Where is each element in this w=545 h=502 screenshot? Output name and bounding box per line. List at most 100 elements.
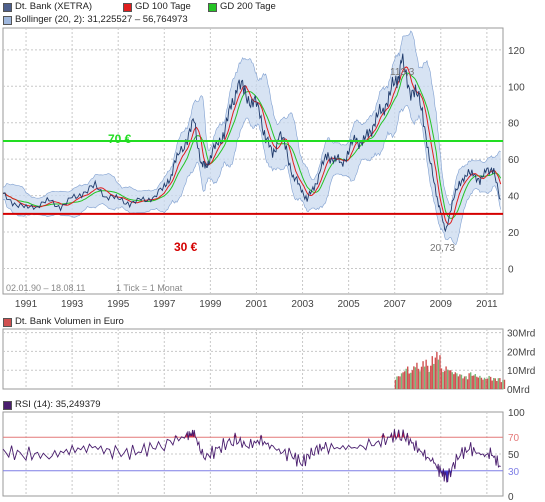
volume-bar (423, 366, 426, 389)
price-y-tick-label: 40 (508, 192, 520, 203)
volume-bar (491, 380, 493, 389)
volume-bar (443, 371, 446, 389)
volume-bar (480, 377, 483, 389)
price-x-tick-label: 1995 (107, 299, 130, 310)
volume-bar (463, 376, 466, 389)
volume-bar (433, 363, 435, 389)
volume-bar (482, 379, 484, 389)
volume-bar (422, 361, 424, 389)
volume-bar (471, 375, 473, 389)
volume-bar (488, 375, 490, 389)
high-annotation: 113,3 (390, 67, 415, 78)
volume-bar (496, 381, 498, 389)
volume-bar (417, 368, 420, 389)
volume-bar (468, 373, 470, 389)
volume-bar (486, 378, 489, 389)
volume-bar (497, 378, 500, 389)
rsi-y-tick-label: 30 (508, 467, 520, 478)
volume-bar (414, 367, 417, 389)
rsi-line (2, 429, 501, 483)
volume-swatch (3, 317, 12, 327)
volume-bar (456, 373, 458, 389)
rsi-y-tick-label: 0 (508, 492, 514, 502)
volume-y-tick-label: 10Mrd (507, 366, 535, 377)
volume-bar (430, 365, 432, 389)
price-swatch (3, 2, 12, 12)
price-line (2, 53, 501, 233)
volume-bar (477, 377, 480, 389)
volume-bar (431, 356, 433, 389)
legend-item-volume: Dt. Bank Volumen in Euro (3, 316, 124, 328)
volume-bar (499, 378, 501, 389)
price-y-tick-label: 120 (508, 46, 525, 57)
volume-bar (410, 372, 412, 389)
volume-bar (462, 378, 464, 389)
price-chart: 70 € 30 € 113,3 20,73 02.01.90 – 18.08.1… (2, 27, 525, 310)
gd100-swatch (123, 2, 132, 12)
legend-main: Dt. Bank (XETRA) GD 100 Tage GD 200 Tage (3, 1, 543, 13)
legend-label-volume: Dt. Bank Volumen in Euro (15, 316, 124, 327)
volume-y-tick-label: 20Mrd (507, 347, 535, 358)
volume-bar (502, 380, 504, 389)
price-y-tick-label: 100 (508, 82, 525, 93)
legend-item-price: Dt. Bank (XETRA) (3, 1, 92, 13)
bollinger-band (3, 31, 501, 245)
volume-bar (428, 371, 430, 389)
volume-bar (483, 377, 486, 389)
volume-bar (503, 379, 506, 389)
volume-bar (407, 366, 409, 389)
volume-y-tick-label: 30Mrd (507, 329, 535, 340)
volume-bar (396, 376, 398, 389)
volume-bar (485, 378, 487, 389)
volume-bar (450, 370, 452, 389)
gd200-line (2, 72, 502, 219)
volume-bar (397, 376, 400, 389)
volume-bar (493, 377, 495, 389)
legend-item-bollinger: Bollinger (20, 2): 31,225527 – 56,764973 (3, 14, 188, 26)
volume-bar (476, 376, 478, 389)
volume-bar (494, 378, 496, 389)
volume-y-tick-label: 0Mrd (507, 385, 530, 396)
gd200-swatch (208, 2, 217, 12)
volume-bar (465, 376, 467, 389)
bollinger-swatch (3, 15, 12, 25)
level-30-label: 30 € (174, 240, 198, 254)
rsi-y-tick-label: 100 (508, 408, 525, 419)
volume-bar (400, 373, 403, 389)
volume-bar (394, 379, 397, 389)
volume-y-axis: 30Mrd 20Mrd 10Mrd 0Mrd (507, 329, 535, 396)
price-x-tick-label: 2011 (476, 299, 498, 310)
volume-bar (442, 372, 444, 389)
price-y-tick-label: 20 (508, 228, 520, 239)
volume-bar (425, 359, 427, 389)
price-x-tick-label: 1999 (199, 299, 222, 310)
volume-chart: 30Mrd 20Mrd 10Mrd 0Mrd (2, 328, 535, 396)
price-x-tick-label: 1991 (15, 299, 38, 310)
volume-grid (3, 329, 503, 389)
price-x-tick-label: 2005 (337, 299, 360, 310)
volume-bar (434, 357, 437, 389)
rsi-chart: 100 70 50 30 0 (2, 408, 525, 502)
rsi-y-tick-label: 50 (508, 450, 520, 461)
volume-bar (460, 374, 463, 389)
price-y-tick-label: 0 (508, 264, 514, 275)
legend-label-gd200: GD 200 Tage (220, 1, 276, 12)
volume-bar (473, 375, 475, 389)
volume-bar (408, 373, 410, 389)
volume-bar (454, 372, 457, 389)
date-range-text: 02.01.90 – 18.08.11 (6, 283, 85, 293)
price-x-tick-label: 2001 (245, 299, 268, 310)
legend-item-gd100: GD 100 Tage (123, 1, 191, 13)
price-x-tick-label: 2009 (430, 299, 453, 310)
volume-bar (446, 369, 449, 389)
rsi-y-tick-label: 70 (508, 433, 520, 444)
volume-bar (489, 376, 492, 389)
volume-bar (453, 374, 455, 389)
price-y-tick-label: 60 (508, 155, 520, 166)
volume-bar (448, 370, 450, 389)
volume-bar (419, 371, 421, 389)
bollinger-upper-line (2, 30, 501, 206)
volume-bar (500, 382, 503, 389)
volume-bar (459, 374, 461, 389)
price-x-axis: 1991 1993 1995 1997 1999 2001 2003 2005 2007 2009… (15, 299, 498, 310)
